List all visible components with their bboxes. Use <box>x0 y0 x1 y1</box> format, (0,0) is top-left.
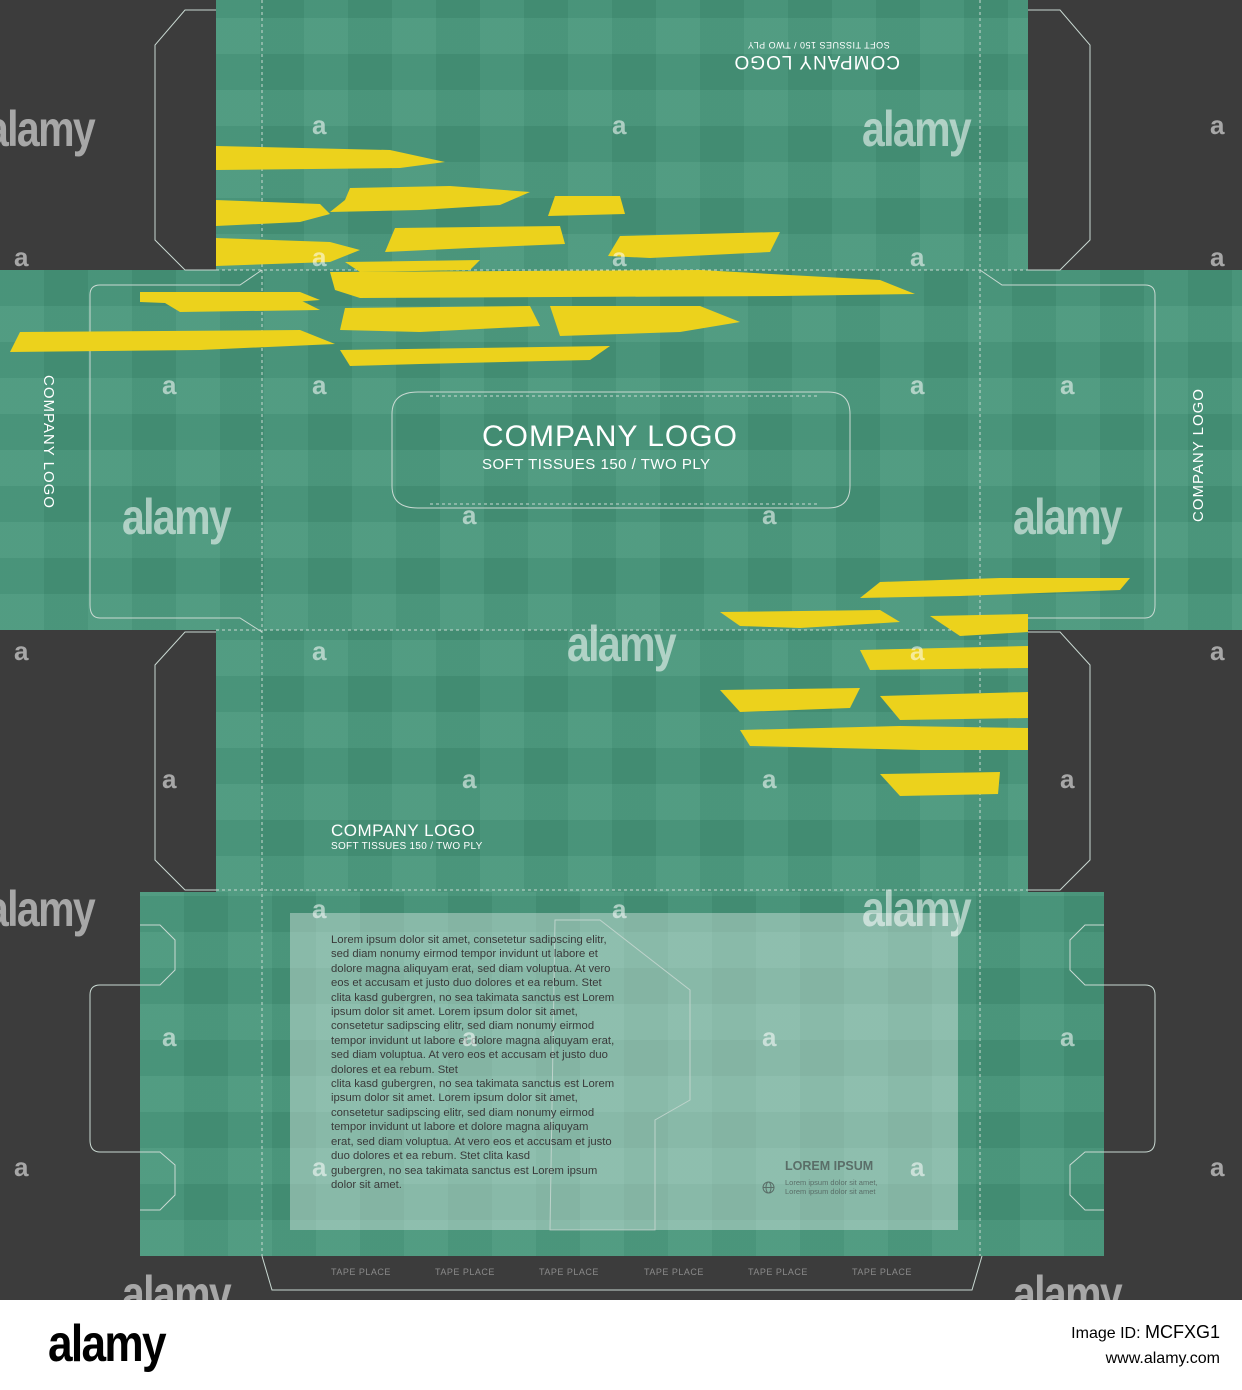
stock-footer: alamy Image ID: MCFXG1 www.alamy.com <box>0 1300 1242 1390</box>
watermark-word: alamy <box>862 101 972 157</box>
watermark-letter: a <box>312 242 327 272</box>
watermark-letter: a <box>162 370 177 400</box>
product-subline: SOFT TISSUES 150 / TWO PLY <box>331 841 483 852</box>
product-subline: SOFT TISSUES 150 / TWO PLY <box>482 456 711 473</box>
watermark-word: alamy <box>0 881 96 937</box>
back-text-box <box>290 913 958 1230</box>
watermark-letter: a <box>312 636 327 666</box>
watermark-word: alamy <box>1013 489 1123 545</box>
left-side-logo: COMPANY LOGO <box>40 375 57 509</box>
tape-label: TAPE PLACE <box>748 1267 808 1277</box>
bottom-panel <box>216 630 1028 892</box>
watermark-letter: a <box>14 1152 29 1182</box>
watermark-letter: a <box>14 242 29 272</box>
watermark-letter: a <box>1210 242 1225 272</box>
watermark-letter: a <box>762 764 777 794</box>
watermark-letter: a <box>462 1022 477 1052</box>
product-subline: SOFT TISSUES 150 / TWO PLY <box>747 40 890 50</box>
watermark-word: alamy <box>0 101 96 157</box>
watermark-word: alamy <box>567 616 677 672</box>
watermark-letter: a <box>910 242 925 272</box>
watermark-letter: a <box>612 894 627 924</box>
watermark-letter: a <box>612 242 627 272</box>
yellow-brush-strokes <box>10 146 1130 796</box>
watermark-letter: a <box>312 1152 327 1182</box>
watermark-letter: a <box>1060 370 1075 400</box>
watermark-letter: a <box>910 370 925 400</box>
watermark-letter: a <box>462 500 477 530</box>
back-heading: LOREM IPSUM <box>785 1159 874 1173</box>
globe-icon <box>762 1181 775 1194</box>
watermark-letter: a <box>1060 1022 1075 1052</box>
dieline <box>89 0 1156 1291</box>
watermark-letter: a <box>612 110 627 140</box>
bottom-panel-logo: COMPANY LOGO SOFT TISSUES 150 / TWO PLY <box>331 821 483 852</box>
watermark-word: alamy <box>862 881 972 937</box>
top-panel <box>216 0 1028 270</box>
watermark-letter: a <box>162 1022 177 1052</box>
watermark-letter: a <box>910 1152 925 1182</box>
right-side-logo: COMPANY LOGO <box>1190 388 1207 522</box>
top-panel-logo-upside-down: COMPANY LOGO SOFT TISSUES 150 / TWO PLY <box>733 40 901 72</box>
tape-label: TAPE PLACE <box>539 1267 599 1277</box>
back-body-text: Lorem ipsum dolor sit amet, consetetur s… <box>331 934 615 1191</box>
tape-label: TAPE PLACE <box>852 1267 912 1277</box>
watermark-letter: a <box>14 636 29 666</box>
watermark-letter: a <box>762 500 777 530</box>
watermark-letter: a <box>1060 764 1075 794</box>
watermark-letter: a <box>762 1022 777 1052</box>
site-url: www.alamy.com <box>1105 1350 1220 1367</box>
alamy-logo: alamy <box>48 1315 167 1373</box>
tape-label: TAPE PLACE <box>644 1267 704 1277</box>
watermark-letter: a <box>312 894 327 924</box>
image-id: Image ID: MCFXG1 <box>1071 1322 1220 1342</box>
front-panel-logo: COMPANY LOGO SOFT TISSUES 150 / TWO PLY <box>482 420 738 473</box>
watermark-letter: a <box>1210 110 1225 140</box>
tape-label: TAPE PLACE <box>331 1267 391 1277</box>
watermark-word: alamy <box>122 489 232 545</box>
watermark-letter: a <box>1210 636 1225 666</box>
watermark-letter: a <box>462 764 477 794</box>
back-small-line-2: Lorem ipsum dolor sit amet <box>785 1187 876 1196</box>
watermark-letter: a <box>312 370 327 400</box>
watermark-letter: a <box>162 764 177 794</box>
back-small-line-1: Lorem ipsum dolor sit amet, <box>785 1178 878 1187</box>
company-logo-text: COMPANY LOGO <box>482 420 738 453</box>
back-panel <box>140 892 1104 1256</box>
watermark-letter: a <box>1210 1152 1225 1182</box>
company-logo-text: COMPANY LOGO <box>331 821 476 840</box>
watermark-letter: a <box>910 636 925 666</box>
watermark-letter: a <box>312 110 327 140</box>
company-logo-text: COMPANY LOGO <box>733 51 901 72</box>
tape-label: TAPE PLACE <box>435 1267 495 1277</box>
